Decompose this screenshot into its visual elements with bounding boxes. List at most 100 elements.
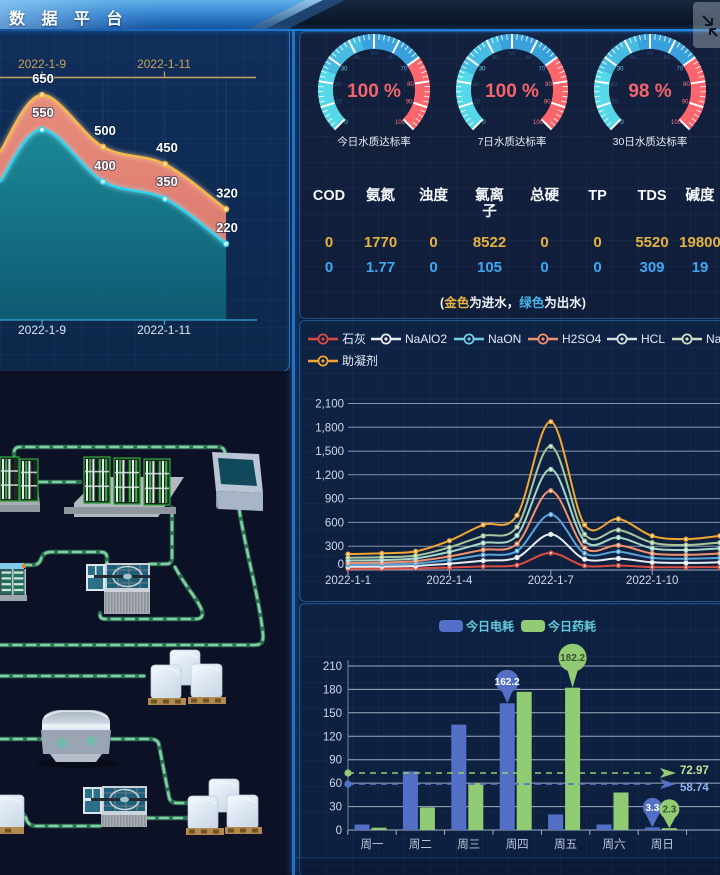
svg-text:周二: 周二	[409, 838, 432, 851]
svg-text:70: 70	[539, 66, 546, 72]
svg-text:2022-1-1: 2022-1-1	[325, 575, 371, 587]
svg-text:NaON: NaON	[488, 332, 521, 346]
svg-text:2022-1-9: 2022-1-9	[18, 323, 66, 337]
svg-text:2022-1-10: 2022-1-10	[626, 575, 678, 587]
svg-text:100 %: 100 %	[485, 81, 539, 102]
svg-text:氯离: 氯离	[475, 186, 504, 204]
svg-text:0: 0	[338, 559, 344, 571]
svg-text:98 %: 98 %	[628, 81, 671, 102]
svg-text:0: 0	[429, 259, 437, 276]
svg-text:(金色为进水，绿色为出水): (金色为进水，绿色为出水)	[440, 295, 586, 310]
svg-text:90: 90	[406, 99, 413, 105]
svg-text:TDS: TDS	[638, 188, 667, 204]
svg-text:90: 90	[329, 755, 342, 767]
svg-text:0: 0	[325, 259, 333, 276]
svg-text:HCL: HCL	[641, 332, 665, 346]
svg-text:0: 0	[325, 234, 333, 251]
svg-text:58.74: 58.74	[680, 782, 709, 794]
svg-text:石灰: 石灰	[342, 332, 366, 346]
svg-text:90: 90	[544, 99, 551, 105]
svg-text:10: 10	[473, 99, 480, 105]
svg-text:2022-1-4: 2022-1-4	[426, 575, 473, 587]
svg-text:1,500: 1,500	[315, 446, 344, 458]
svg-text:5520: 5520	[635, 234, 668, 251]
svg-text:子: 子	[482, 203, 497, 220]
svg-text:210: 210	[323, 661, 342, 673]
svg-text:0: 0	[540, 234, 548, 251]
svg-text:20: 20	[472, 82, 479, 88]
svg-text:40: 40	[354, 55, 361, 61]
svg-text:周四: 周四	[506, 838, 529, 851]
svg-text:182.2: 182.2	[560, 653, 585, 664]
svg-text:0: 0	[344, 120, 348, 126]
svg-text:周三: 周三	[457, 838, 480, 851]
svg-text:70: 70	[401, 66, 408, 72]
svg-text:100: 100	[395, 120, 406, 126]
svg-text:180: 180	[323, 684, 342, 696]
svg-text:总硬: 总硬	[530, 186, 559, 204]
svg-text:10: 10	[335, 99, 342, 105]
svg-text:2.3: 2.3	[662, 805, 676, 816]
svg-text:120: 120	[323, 731, 342, 743]
svg-text:320: 320	[216, 186, 238, 201]
svg-text:2022-1-11: 2022-1-11	[137, 57, 191, 71]
svg-text:80: 80	[545, 82, 552, 88]
svg-text:10: 10	[611, 99, 618, 105]
svg-text:周一: 周一	[361, 838, 384, 851]
svg-text:2022-1-9: 2022-1-9	[18, 57, 66, 71]
svg-text:30: 30	[617, 66, 624, 72]
svg-text:600: 600	[325, 517, 344, 529]
svg-text:今日电耗: 今日电耗	[465, 619, 514, 634]
svg-text:90: 90	[682, 99, 689, 105]
svg-text:3.3: 3.3	[645, 803, 659, 814]
svg-text:50: 50	[509, 51, 516, 57]
svg-text:1,800: 1,800	[315, 422, 344, 434]
svg-text:60: 60	[329, 778, 342, 790]
svg-text:周六: 周六	[603, 838, 626, 851]
svg-text:0: 0	[593, 234, 601, 251]
svg-text:60: 60	[387, 55, 394, 61]
svg-text:H2SO4: H2SO4	[562, 332, 602, 346]
svg-text:40: 40	[630, 55, 637, 61]
svg-text:450: 450	[156, 140, 178, 155]
svg-text:TP: TP	[588, 188, 607, 204]
svg-text:70: 70	[677, 66, 684, 72]
svg-text:309: 309	[639, 259, 664, 276]
svg-text:300: 300	[325, 541, 344, 553]
svg-text:400: 400	[94, 158, 116, 173]
svg-text:30: 30	[479, 66, 486, 72]
svg-text:72.97: 72.97	[680, 765, 709, 777]
svg-text:2,100: 2,100	[315, 399, 344, 411]
svg-text:30: 30	[329, 802, 342, 814]
svg-text:60: 60	[663, 55, 670, 61]
svg-text:80: 80	[683, 82, 690, 88]
svg-text:8522: 8522	[473, 234, 506, 251]
svg-text:100 %: 100 %	[347, 81, 401, 102]
svg-text:100: 100	[671, 120, 682, 126]
svg-text:助凝剂: 助凝剂	[342, 353, 378, 368]
svg-text:氨氮: 氨氮	[366, 186, 395, 204]
svg-text:今日水质达标率: 今日水质达标率	[337, 135, 411, 148]
svg-text:50: 50	[371, 51, 378, 57]
svg-text:NaAlO2: NaAlO2	[405, 332, 447, 346]
svg-text:0: 0	[482, 120, 486, 126]
svg-text:220: 220	[216, 220, 238, 235]
svg-text:162.2: 162.2	[495, 677, 520, 688]
svg-text:150: 150	[323, 708, 342, 720]
svg-text:NaCLO: NaCLO	[706, 332, 720, 346]
svg-text:1.77: 1.77	[366, 259, 395, 276]
svg-text:7日水质达标率: 7日水质达标率	[478, 135, 547, 148]
svg-text:周日: 周日	[651, 838, 674, 851]
svg-text:周五: 周五	[554, 838, 577, 851]
svg-text:0: 0	[336, 825, 342, 837]
svg-text:30: 30	[341, 66, 348, 72]
svg-text:2022-1-7: 2022-1-7	[528, 575, 574, 587]
svg-text:碱度: 碱度	[686, 186, 715, 204]
svg-text:COD: COD	[313, 188, 345, 204]
svg-text:105: 105	[477, 259, 502, 276]
svg-text:40: 40	[492, 55, 499, 61]
svg-text:350: 350	[156, 174, 178, 189]
svg-text:20: 20	[334, 82, 341, 88]
svg-text:1770: 1770	[364, 234, 397, 251]
svg-text:0: 0	[620, 120, 624, 126]
